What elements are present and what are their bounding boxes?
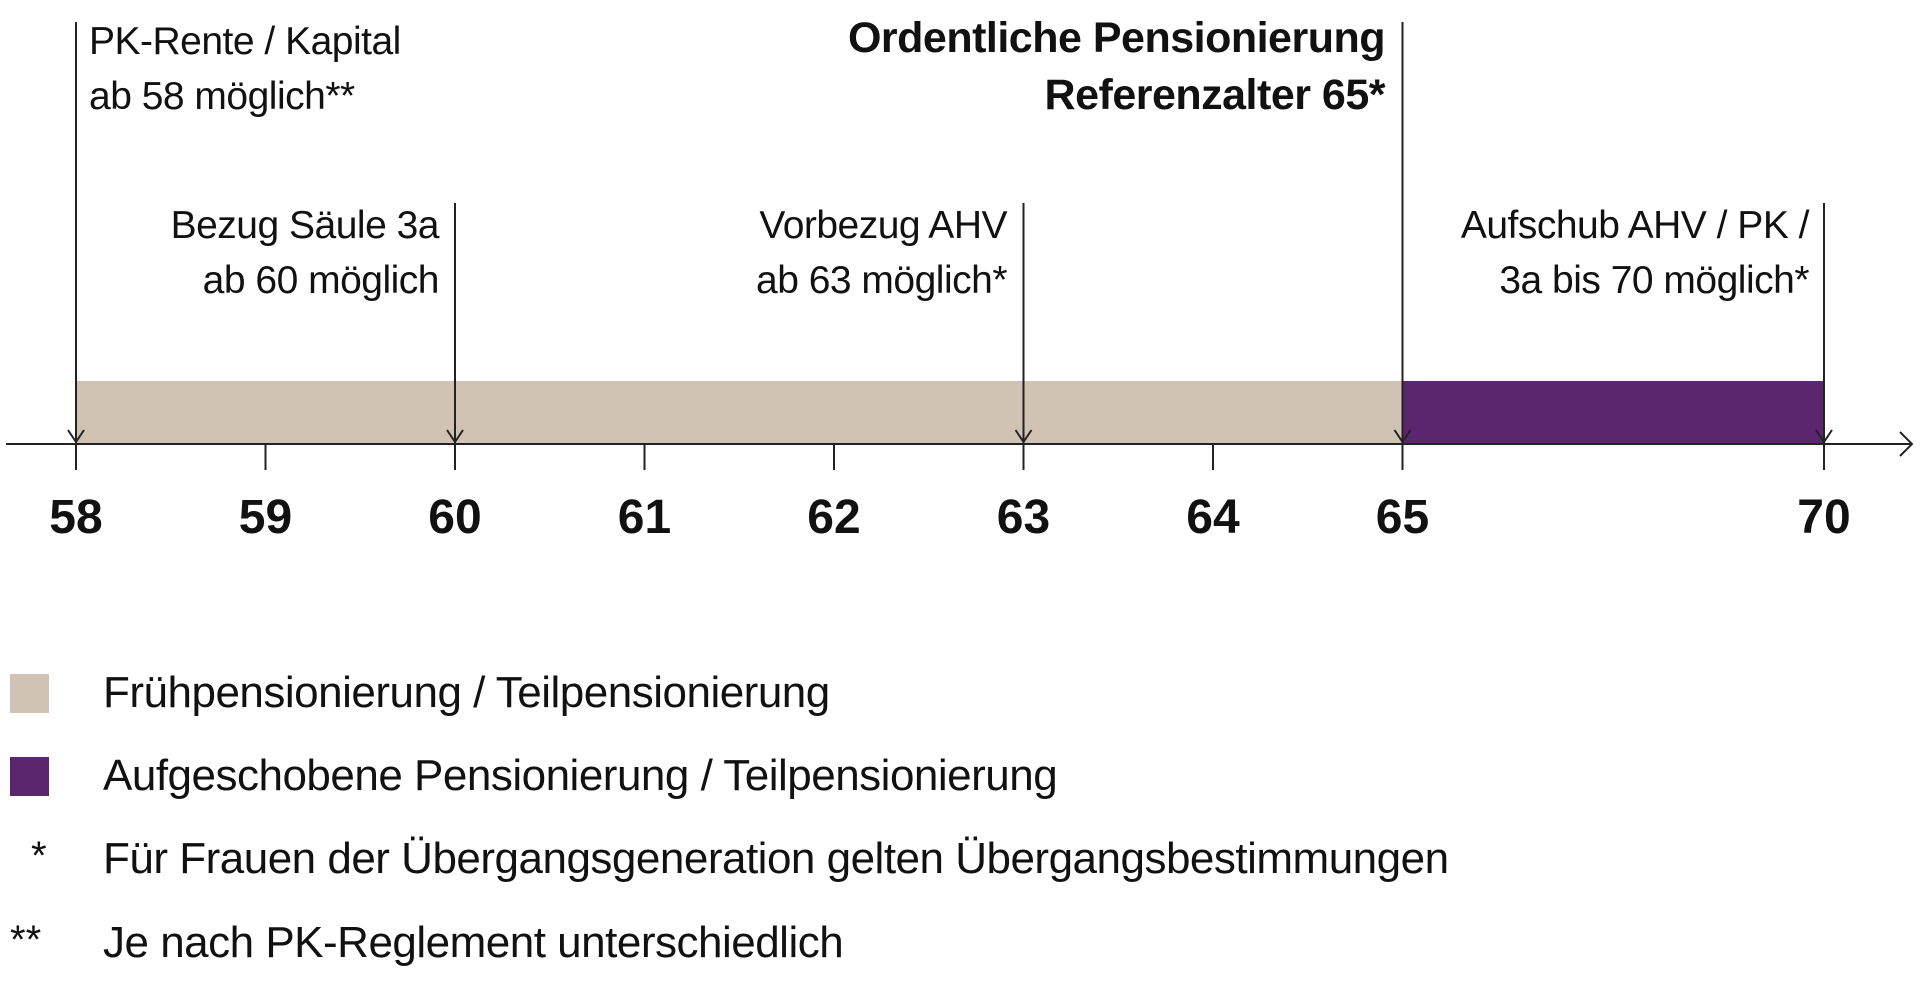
footnote-mark-1: * <box>31 834 47 878</box>
marker-arrow-icon-70 <box>1815 429 1833 444</box>
tick-label-64: 64 <box>1186 491 1240 544</box>
marker-label-63: Vorbezug AHV ab 63 möglich* <box>756 198 1008 308</box>
marker-label-60: Bezug Säule 3a ab 60 möglich <box>170 198 440 308</box>
marker-label-70: Aufschub AHV / PK / 3a bis 70 möglich* <box>1460 198 1810 308</box>
marker-arrow-icon-60 <box>446 429 464 444</box>
tick-label-63: 63 <box>996 491 1051 544</box>
legend-label-early: Frühpensionierung / Teilpensionierung <box>103 668 830 717</box>
marker-63-line-2: ab 63 möglich* <box>756 259 1008 302</box>
marker-arrow-icon-58 <box>67 429 85 444</box>
title-line-2: Referenzalter 65* <box>1044 71 1386 119</box>
bar-1 <box>1402 381 1824 444</box>
bar-0 <box>76 381 1403 444</box>
tick-label-59: 59 <box>238 491 293 544</box>
marker-label-58: PK-Rente / Kapital ab 58 möglich** <box>89 14 401 124</box>
footnote-mark-2: ** <box>10 918 42 962</box>
marker-70-line-1: Aufschub AHV / PK / <box>1460 204 1810 247</box>
footnote-text-1: Für Frauen der Übergangsgeneration gelte… <box>103 834 1449 883</box>
tick-label-65: 65 <box>1375 491 1430 544</box>
legend-swatch-early <box>10 674 49 713</box>
axis-arrow-icon <box>1899 431 1914 457</box>
chart-title: Ordentliche Pensionierung Referenzalter … <box>847 10 1386 124</box>
marker-63-line-1: Vorbezug AHV <box>759 204 1007 247</box>
tick-label-70: 70 <box>1797 491 1851 544</box>
marker-arrow-icon-65 <box>1393 429 1412 444</box>
legend-label-deferred: Aufgeschobene Pensionierung / Teilpensio… <box>103 751 1058 800</box>
marker-70-line-2: 3a bis 70 möglich* <box>1499 259 1809 302</box>
tick-label-62: 62 <box>807 491 861 544</box>
marker-60-line-1: Bezug Säule 3a <box>170 204 440 247</box>
tick-label-61: 61 <box>617 491 672 544</box>
marker-60-line-2: ab 60 möglich <box>202 259 440 302</box>
tick-label-58: 58 <box>49 491 103 544</box>
marker-58-line-1: PK-Rente / Kapital <box>89 20 401 63</box>
footnote-text-2: Je nach PK-Reglement unterschiedlich <box>103 918 844 967</box>
tick-label-60: 60 <box>428 491 482 544</box>
legend-swatch-deferred <box>10 757 49 796</box>
marker-arrow-icon-63 <box>1014 429 1033 444</box>
title-line-1: Ordentliche Pensionierung <box>847 14 1386 62</box>
marker-58-line-2: ab 58 möglich** <box>89 75 355 118</box>
